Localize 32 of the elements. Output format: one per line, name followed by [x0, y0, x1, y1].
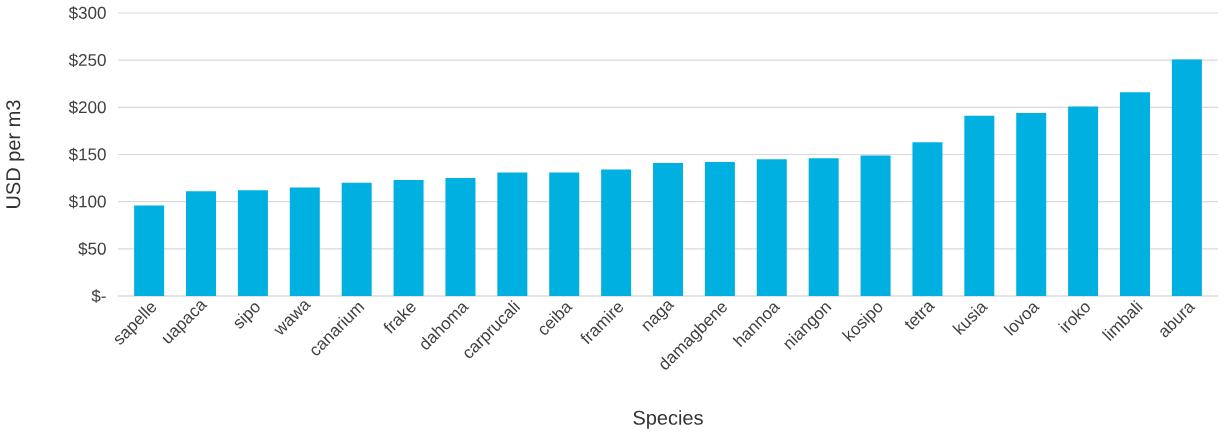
bar — [860, 155, 891, 296]
bar — [134, 205, 165, 296]
bar — [601, 169, 632, 296]
y-axis-title: USD per m3 — [6, 100, 25, 208]
bar — [1016, 113, 1047, 296]
bar — [756, 159, 787, 296]
bar — [1068, 106, 1099, 296]
bar — [653, 162, 684, 296]
y-tick-label: $250 — [68, 53, 106, 68]
y-tick-label: $100 — [68, 194, 106, 209]
bar — [1171, 59, 1202, 296]
bar — [704, 162, 735, 296]
x-axis-title: Species — [633, 410, 703, 429]
bar — [445, 178, 476, 296]
x-tick-label: sipo — [234, 303, 260, 329]
bar — [808, 158, 839, 296]
bar — [497, 172, 528, 296]
y-tick-label: $50 — [78, 241, 106, 256]
bar — [341, 182, 372, 296]
bar — [393, 179, 424, 296]
bar — [237, 190, 268, 296]
y-tick-label: $150 — [68, 147, 106, 162]
x-tick-label: tetra — [904, 302, 936, 330]
y-tick-label: $200 — [68, 100, 106, 115]
bar — [186, 191, 217, 296]
y-tick-label: $300 — [68, 6, 106, 20]
bar — [549, 172, 580, 296]
bar — [912, 142, 943, 296]
bar — [289, 187, 320, 296]
bar — [1120, 92, 1151, 296]
y-tick-label: $- — [91, 289, 106, 303]
bar — [964, 115, 995, 296]
